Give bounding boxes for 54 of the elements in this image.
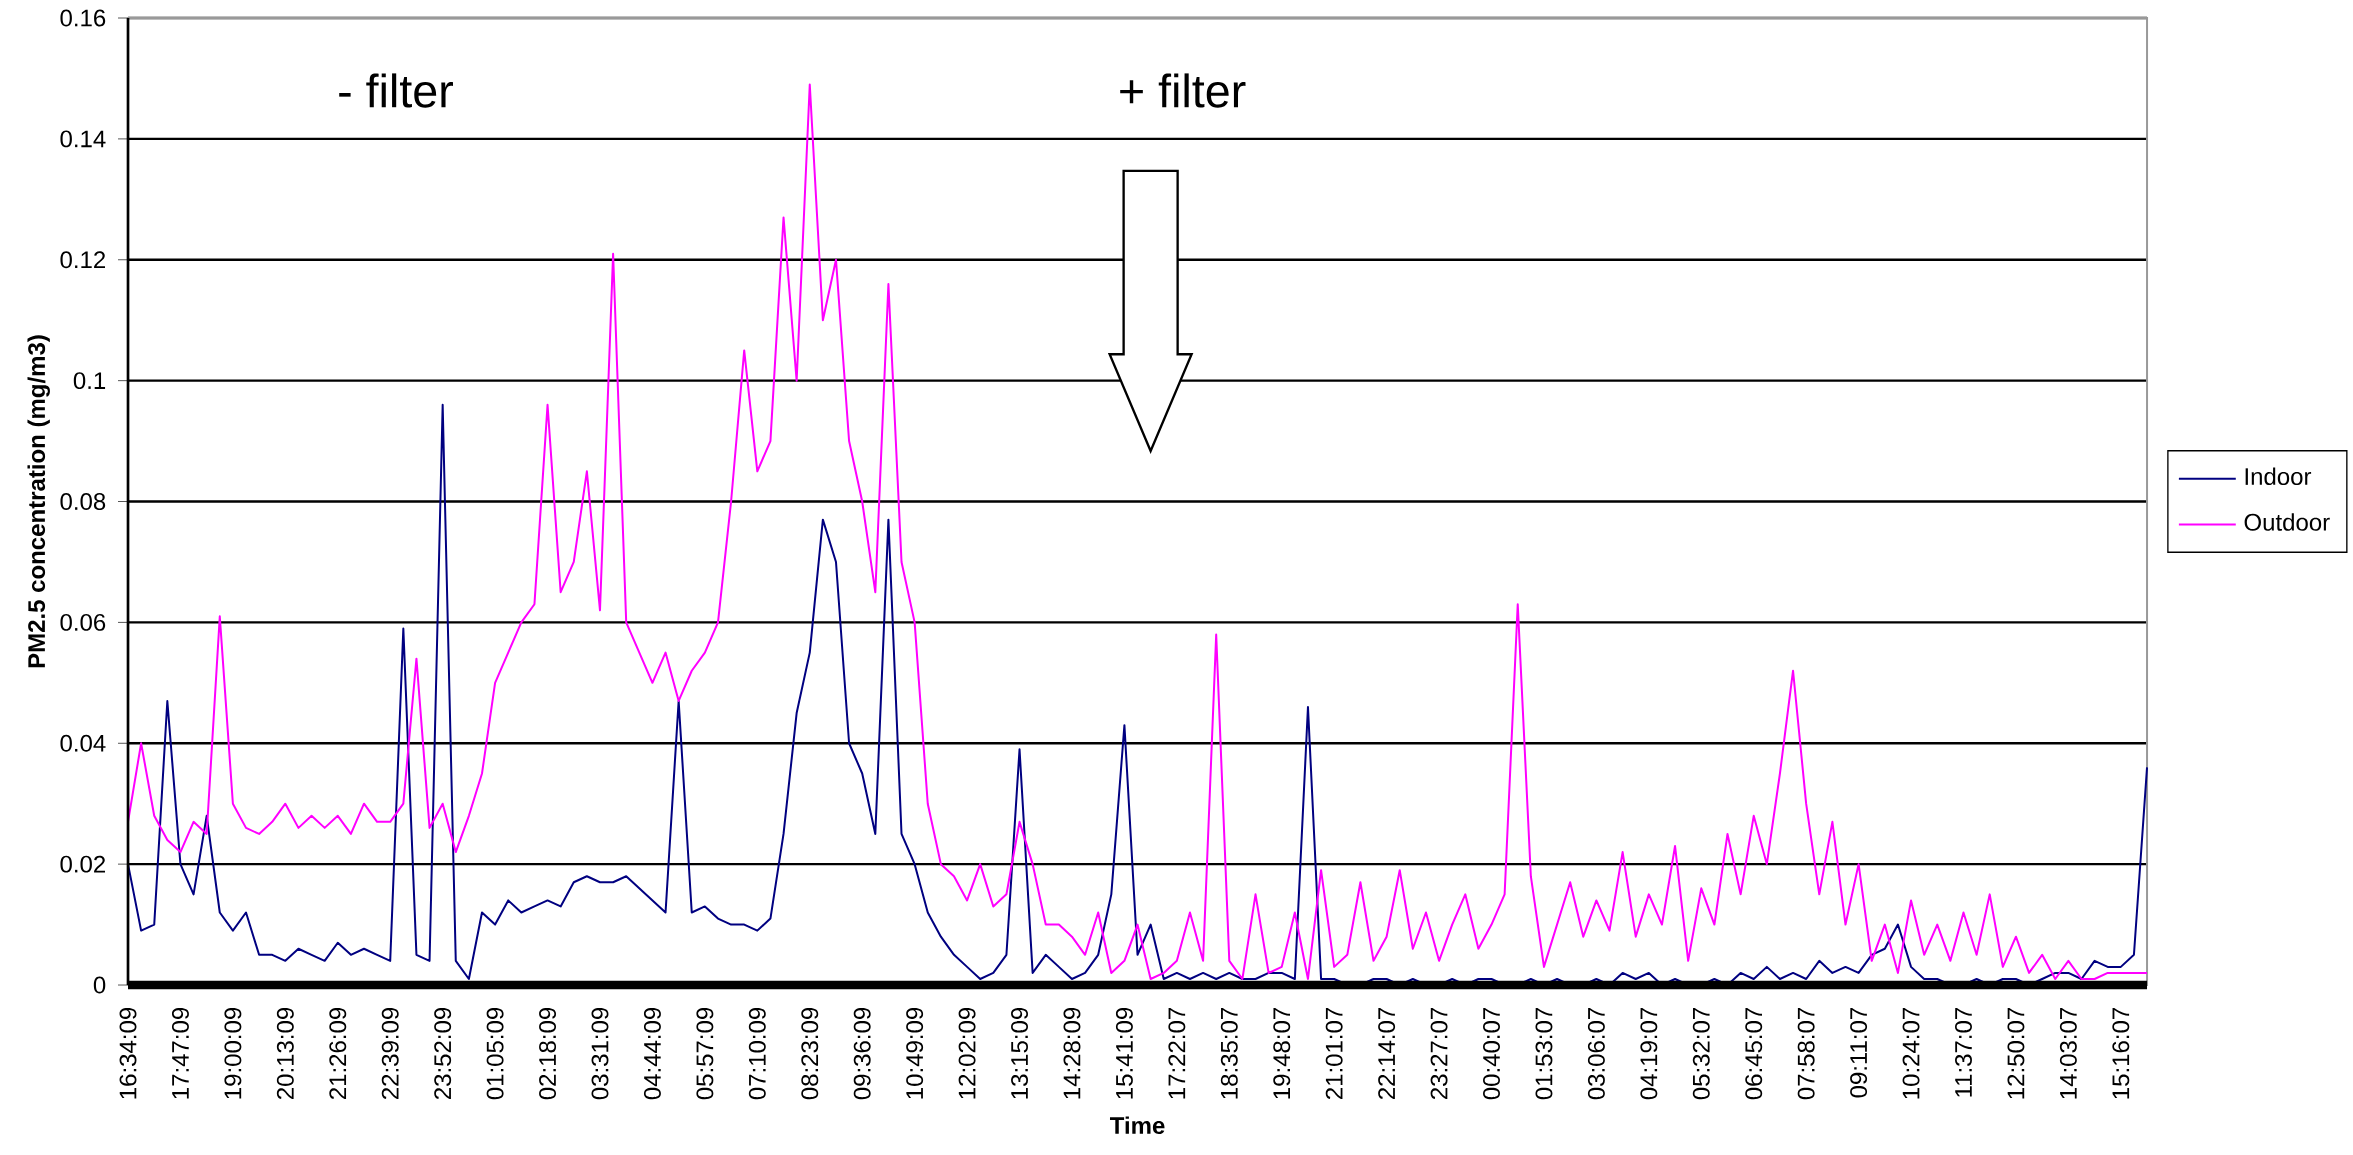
x-tick-label: 17:22:07 (1168, 1008, 1186, 1099)
x-tick-label: 03:31:09 (591, 1007, 609, 1100)
x-tick-label: 22:39:09 (381, 1007, 399, 1100)
x-tick-label: 05:32:07 (1692, 1008, 1710, 1100)
x-tick-label: 19:48:07 (1273, 1008, 1291, 1099)
x-tick-label: 04:44:09 (643, 1007, 661, 1100)
x-tick-label: 19:00:09 (224, 1007, 242, 1099)
x-tick-label: 12:02:09 (958, 1007, 976, 1099)
legend-label: Outdoor (2244, 513, 2330, 531)
x-tick-label: 12:50:07 (2007, 1008, 2025, 1099)
x-tick-label: 10:24:07 (1902, 1008, 1920, 1099)
x-tick-label: 11:37:07 (1955, 1008, 1972, 1097)
x-tick-label: 15:16:07 (2112, 1008, 2130, 1099)
x-tick-label: 04:19:07 (1640, 1008, 1658, 1100)
x-tick-label: 23:27:07 (1430, 1008, 1448, 1100)
x-tick-label: 21:01:07 (1325, 1008, 1343, 1100)
legend-label: Indoor (2245, 467, 2312, 486)
x-tick-label: 17:47:09 (171, 1007, 189, 1099)
y-tick-label: 0.1 (73, 372, 106, 390)
x-tick-label: 15:41:09 (1115, 1007, 1133, 1099)
y-tick-label: 0.02 (60, 855, 106, 873)
x-tick-label: 10:49:09 (906, 1007, 924, 1099)
y-tick-label: 0.04 (60, 734, 106, 752)
y-tick-label: 0 (93, 976, 106, 994)
x-tick-label: 13:15:09 (1011, 1007, 1028, 1099)
x-tick-label: 09:11:07 (1850, 1008, 1868, 1098)
annotation: + filter (1120, 73, 1246, 108)
x-tick-label: 07:10:09 (748, 1007, 766, 1100)
x-tick-label: 20:13:09 (276, 1007, 294, 1100)
x-tick-label: 06:45:07 (1745, 1008, 1763, 1100)
x-tick-label: 05:57:09 (696, 1007, 714, 1100)
x-tick-label: 18:35:07 (1220, 1008, 1238, 1099)
x-tick-label: 14:03:07 (2059, 1008, 2077, 1099)
x-tick-label: 21:26:09 (329, 1007, 347, 1100)
y-tick-label: 0.12 (60, 251, 106, 269)
annotation: - filter (339, 73, 453, 108)
y-tick-label: 0.16 (60, 9, 106, 27)
x-tick-label: 16:34:09 (119, 1007, 137, 1099)
x-tick-label: 01:53:07 (1535, 1008, 1553, 1100)
x-tick-label: 08:23:09 (801, 1007, 819, 1100)
y-axis-title: PM2.5 concentration (mg/m3) (27, 335, 50, 668)
x-tick-label: 22:14:07 (1378, 1008, 1396, 1100)
y-tick-label: 0.08 (60, 493, 106, 510)
x-tick-label: 23:52:09 (434, 1007, 452, 1100)
x-tick-label: 14:28:09 (1063, 1007, 1081, 1099)
x-tick-label: 01:05:09 (486, 1007, 504, 1100)
x-tick-label: 02:18:09 (539, 1007, 557, 1100)
x-tick-label: 00:40:07 (1483, 1008, 1500, 1100)
x-tick-label: 09:36:09 (853, 1007, 871, 1100)
y-tick-label: 0.06 (60, 613, 106, 631)
y-tick-label: 0.14 (60, 130, 106, 148)
x-tick-label: 03:06:07 (1587, 1008, 1605, 1100)
x-axis-title: Time (1109, 1116, 1165, 1135)
x-tick-label: 07:58:07 (1797, 1008, 1815, 1100)
